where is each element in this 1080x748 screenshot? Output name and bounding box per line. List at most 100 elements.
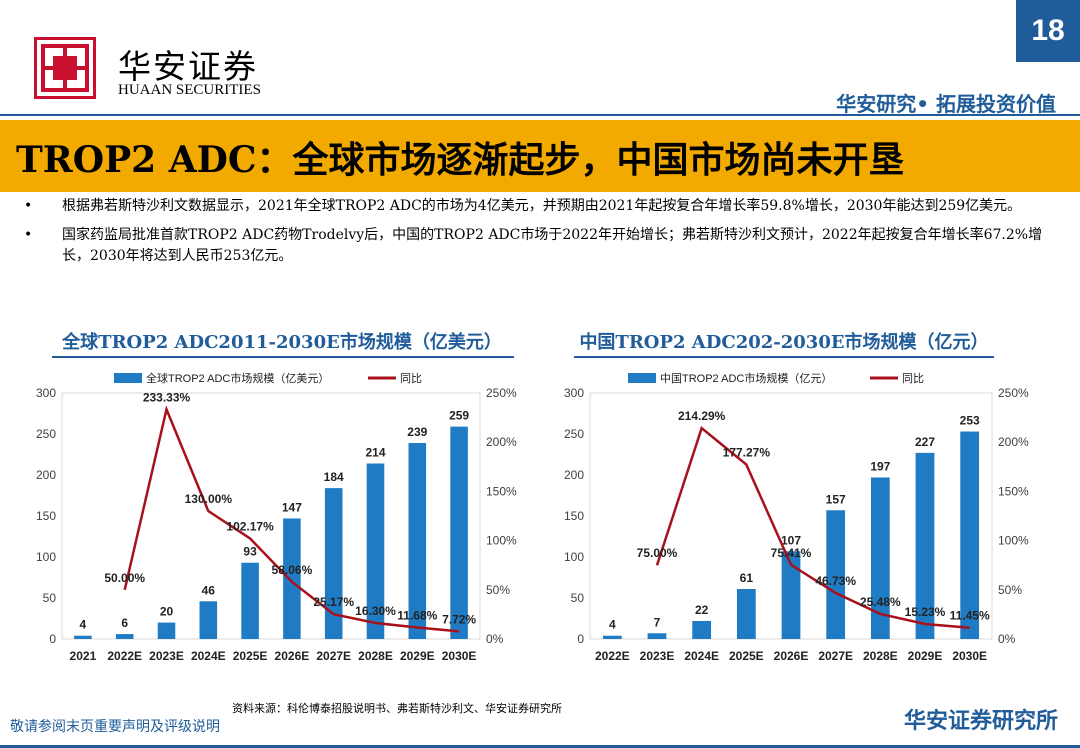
bar [408, 443, 427, 639]
bar-value-label: 4 [609, 618, 616, 632]
yoy-value-label: 177.27% [723, 446, 771, 460]
yoy-value-label: 11.68% [397, 609, 437, 623]
x-tick-label: 2024E [191, 649, 226, 663]
logo-english: HUAAN SECURITIES [118, 82, 261, 98]
legend-label-bar: 中国TROP2 ADC市场规模（亿元） [660, 371, 832, 385]
header-divider [0, 114, 1080, 116]
chart-title-global: 全球TROP2 ADC2011-2030E市场规模（亿美元） [62, 332, 502, 353]
bar [199, 601, 218, 639]
y2-tick-label: 200% [998, 435, 1029, 449]
yoy-value-label: 7.72% [442, 612, 476, 626]
bar [915, 452, 935, 639]
y-tick-label: 150 [564, 509, 584, 523]
chart-title-underline [574, 356, 994, 358]
bar [647, 633, 667, 639]
x-tick-label: 2029E [908, 649, 943, 663]
x-tick-label: 2025E [233, 649, 268, 663]
bar [115, 634, 134, 639]
logo-emblem-icon [41, 44, 89, 92]
yoy-value-label: 16.30% [355, 604, 396, 618]
bar [324, 488, 343, 639]
legend-swatch-bar [628, 373, 656, 383]
y-tick-label: 150 [36, 509, 56, 523]
yoy-value-label: 25.17% [313, 595, 354, 609]
x-tick-label: 2021 [70, 649, 97, 663]
bar-value-label: 20 [160, 605, 174, 619]
bar-value-label: 4 [80, 618, 87, 632]
yoy-value-label: 130.00% [185, 492, 233, 506]
y-tick-label: 200 [564, 468, 584, 482]
bar-value-label: 259 [449, 409, 469, 423]
logo-chinese: 华安证券 [118, 47, 258, 86]
bar [157, 622, 176, 639]
chart-title-china: 中国TROP2 ADC202-2030E市场规模（亿元） [579, 332, 989, 353]
yoy-value-label: 58.06% [272, 563, 313, 577]
logo-emblem [34, 37, 96, 99]
yoy-line [123, 405, 460, 633]
bullet-text: 国家药监局批准首款TROP2 ADC药物Trodelvy后，中国的TROP2 A… [62, 227, 1043, 264]
y2-tick-label: 0% [998, 632, 1016, 646]
bullet-item: • 国家药监局批准首款TROP2 ADC药物Trodelvy后，中国的TROP2… [22, 225, 1062, 267]
page-number: 18 [1016, 0, 1080, 62]
chart-title-underline [52, 356, 514, 358]
y-tick-label: 250 [564, 427, 584, 441]
bullet-text: 根据弗若斯特沙利文数据显示，2021年全球TROP2 ADC的市场为4亿美元，并… [62, 198, 1022, 214]
bar-value-label: 93 [243, 545, 257, 559]
bullet-item: • 根据弗若斯特沙利文数据显示，2021年全球TROP2 ADC的市场为4亿美元… [22, 196, 1062, 217]
yoy-value-label: 15.23% [905, 605, 946, 619]
bar [241, 562, 259, 639]
bar-value-label: 46 [202, 583, 216, 597]
yoy-value-label: 102.17% [226, 519, 274, 533]
yoy-value-label: 214.29% [678, 409, 726, 423]
y-tick-label: 0 [577, 632, 584, 646]
legend-label-line: 同比 [902, 372, 924, 385]
bar-value-label: 22 [695, 603, 709, 617]
y-tick-label: 100 [564, 550, 584, 564]
bar [692, 620, 712, 639]
bar-value-label: 157 [826, 492, 846, 506]
bar-value-label: 7 [654, 615, 661, 629]
y2-tick-label: 150% [486, 484, 517, 498]
chart-global-market: 0 50 100 150 200 250 300 0% 50% 100% 150% 200% 250% 4… [36, 371, 517, 663]
bar-value-label: 197 [870, 459, 890, 473]
page-title: TROP2 ADC：全球市场逐渐起步，中国市场尚未开垦 [16, 139, 905, 181]
yoy-value-label: 11.45% [950, 609, 990, 623]
bar [736, 588, 756, 639]
y2-tick-label: 50% [486, 583, 510, 597]
x-tick-label: 2028E [358, 649, 393, 663]
bar [450, 426, 468, 639]
bar-value-label: 253 [960, 414, 980, 428]
bar-value-label: 239 [407, 425, 427, 439]
yoy-value-label: 50.00% [104, 571, 145, 585]
bar [781, 551, 801, 639]
y2-tick-label: 50% [998, 583, 1022, 597]
legend-label-line: 同比 [400, 372, 422, 385]
yoy-line [655, 426, 970, 629]
bar-value-label: 184 [324, 470, 344, 484]
y2-tick-label: 100% [998, 534, 1029, 548]
footer-org: 华安证券研究所 [903, 708, 1058, 734]
x-tick-label: 2022E [107, 649, 142, 663]
y-tick-label: 250 [36, 427, 56, 441]
y2-tick-label: 250% [998, 386, 1029, 400]
bar-value-label: 61 [740, 571, 754, 585]
bar [960, 431, 980, 639]
bar-value-label: 214 [365, 446, 385, 460]
yoy-value-label: 75.41% [771, 546, 812, 560]
x-tick-label: 2026E [275, 649, 310, 663]
legend-label-bar: 全球TROP2 ADC市场规模（亿美元） [146, 371, 329, 385]
y-tick-label: 0 [49, 632, 56, 646]
bar-value-label: 6 [121, 616, 128, 630]
x-tick-label: 2026E [774, 649, 809, 663]
footer-divider [0, 745, 1080, 748]
y-tick-label: 300 [564, 386, 584, 400]
y2-tick-label: 250% [486, 386, 517, 400]
bar-value-label: 147 [282, 500, 302, 514]
x-tick-label: 2027E [316, 649, 351, 663]
disclaimer: 敬请参阅末页重要声明及评级说明 [10, 719, 220, 735]
x-tick-label: 2023E [640, 649, 675, 663]
y-tick-label: 200 [36, 468, 56, 482]
x-tick-label: 2023E [149, 649, 184, 663]
bar [826, 510, 846, 639]
x-tick-label: 2024E [684, 649, 719, 663]
